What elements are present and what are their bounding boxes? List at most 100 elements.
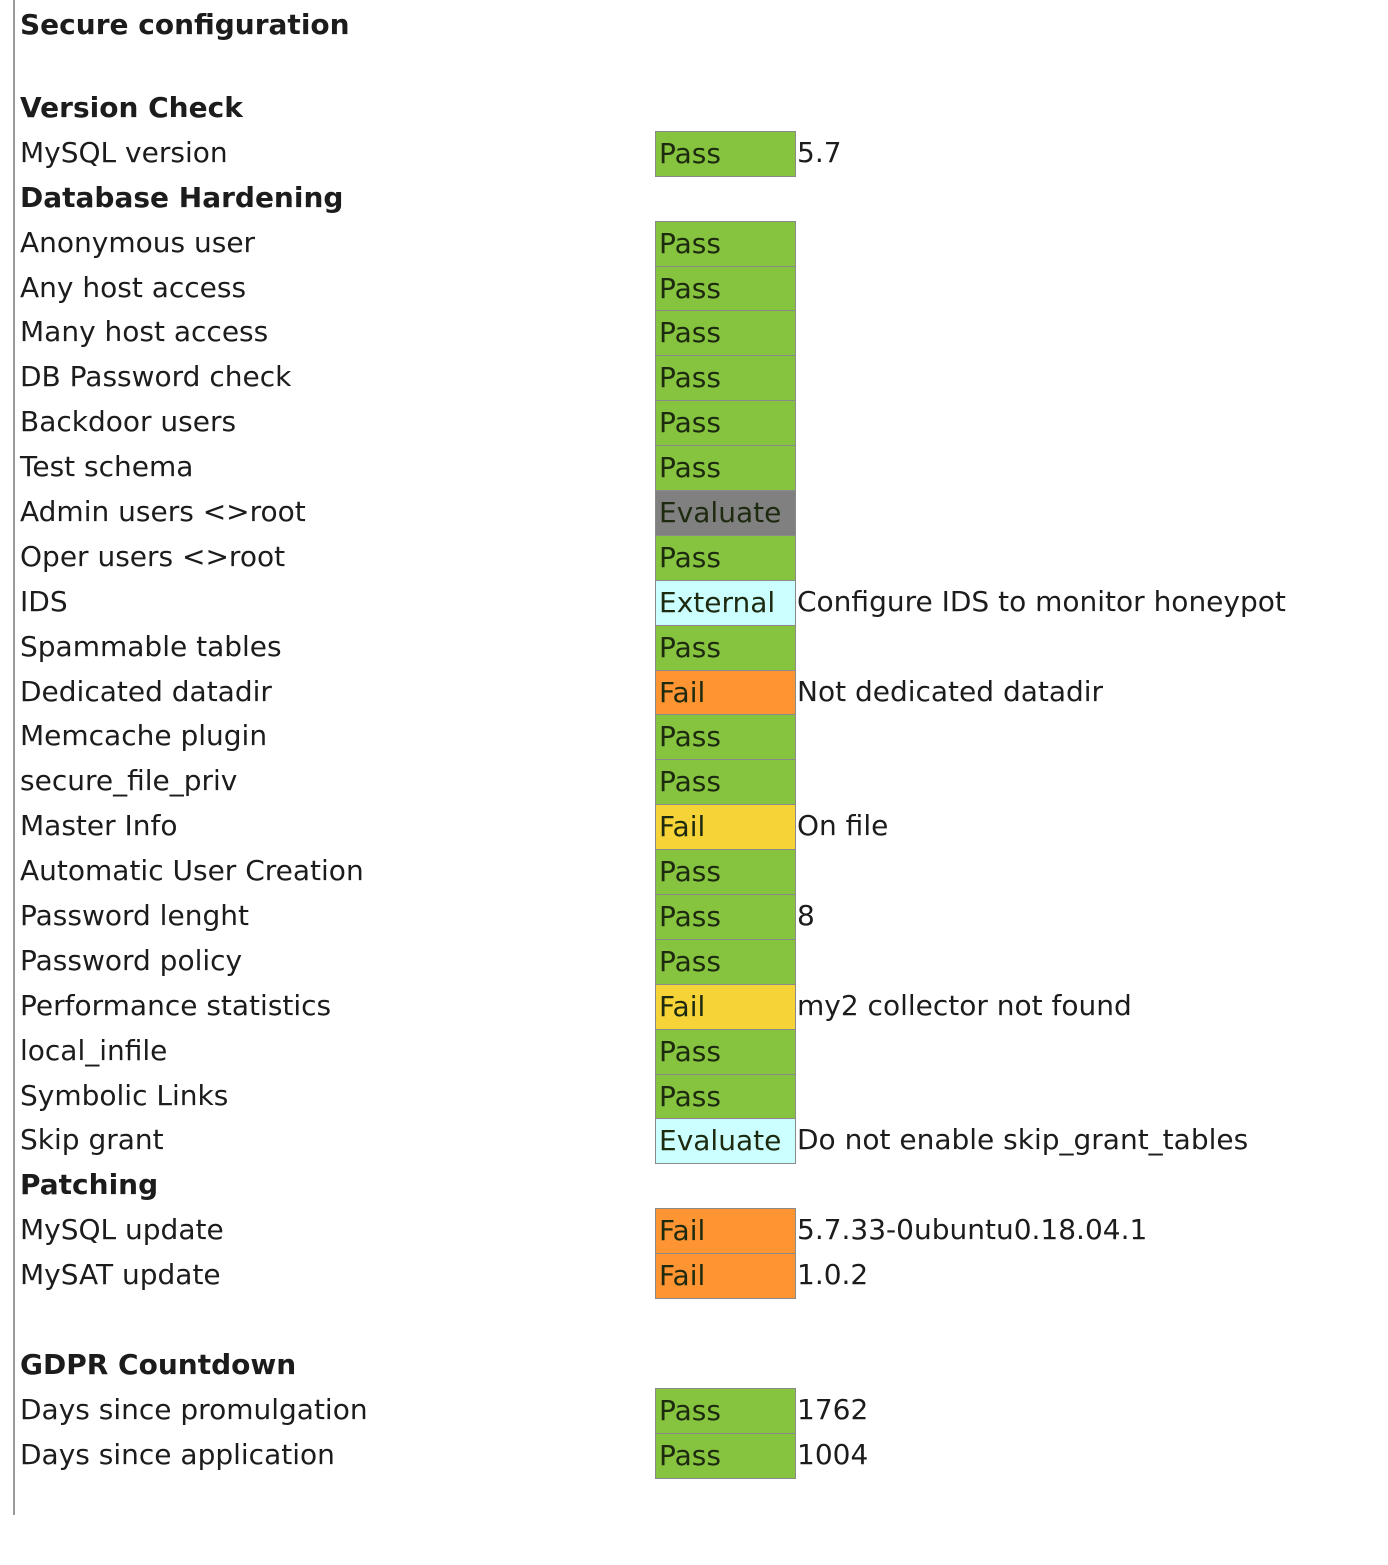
status-badge: Fail bbox=[655, 1253, 796, 1300]
check-label: Password policy bbox=[20, 943, 243, 977]
check-row: MySAT update Fail 1.0.2 bbox=[20, 1253, 1380, 1300]
section-title: Database Hardening bbox=[20, 180, 344, 214]
status-badge: External bbox=[655, 579, 796, 626]
status-badge: Pass bbox=[655, 1073, 796, 1120]
status-badge: Pass bbox=[655, 310, 796, 357]
section-header: GDPR Countdown bbox=[20, 1343, 1380, 1388]
check-label: MySAT update bbox=[20, 1258, 221, 1292]
check-row: Password lenght Pass 8 bbox=[20, 894, 1380, 941]
status-badge: Pass bbox=[655, 714, 796, 761]
check-label: Test schema bbox=[20, 450, 194, 484]
check-row: Days since application Pass 1004 bbox=[20, 1432, 1380, 1479]
check-row: Backdoor users Pass bbox=[20, 400, 1380, 447]
check-label: Spammable tables bbox=[20, 629, 282, 663]
section-header: Database Hardening bbox=[20, 176, 1380, 221]
check-row: IDS External Configure IDS to monitor hone… bbox=[20, 579, 1380, 626]
check-detail: Not dedicated datadir bbox=[797, 674, 1104, 708]
check-row: local_infile Pass bbox=[20, 1028, 1380, 1075]
check-label: MySQL update bbox=[20, 1213, 224, 1247]
check-label: Days since promulgation bbox=[20, 1392, 368, 1426]
check-row: Test schema Pass bbox=[20, 445, 1380, 492]
check-detail: 1762 bbox=[797, 1392, 869, 1426]
check-label: Skip grant bbox=[20, 1123, 164, 1157]
status-badge: Pass bbox=[655, 1432, 796, 1479]
check-label: MySQL version bbox=[20, 135, 228, 169]
check-row: DB Password check Pass bbox=[20, 355, 1380, 402]
status-badge: Pass bbox=[655, 624, 796, 671]
check-detail: 5.7.33-0ubuntu0.18.04.1 bbox=[797, 1213, 1148, 1247]
check-row: secure_file_priv Pass bbox=[20, 759, 1380, 806]
status-badge: Pass bbox=[655, 130, 796, 177]
status-badge: Pass bbox=[655, 355, 796, 402]
status-badge: Evaluate bbox=[655, 1118, 796, 1165]
status-badge: Pass bbox=[655, 445, 796, 492]
check-detail: Do not enable skip_grant_tables bbox=[797, 1123, 1249, 1157]
check-row: Anonymous user Pass bbox=[20, 220, 1380, 267]
check-row: Many host access Pass bbox=[20, 310, 1380, 357]
check-row: Master Info Fail On file bbox=[20, 804, 1380, 851]
check-row: Dedicated datadir Fail Not dedicated datad… bbox=[20, 669, 1380, 716]
status-badge: Pass bbox=[655, 849, 796, 896]
check-detail: 1.0.2 bbox=[797, 1258, 869, 1292]
status-badge: Fail bbox=[655, 983, 796, 1030]
check-label: Admin users <>root bbox=[20, 495, 306, 529]
check-label: Anonymous user bbox=[20, 225, 256, 259]
status-badge: Fail bbox=[655, 804, 796, 851]
check-label: Performance statistics bbox=[20, 988, 332, 1022]
check-row: Days since promulgation Pass 1762 bbox=[20, 1387, 1380, 1434]
check-label: Many host access bbox=[20, 315, 269, 349]
status-badge: Pass bbox=[655, 220, 796, 267]
status-badge: Pass bbox=[655, 1387, 796, 1434]
check-detail: my2 collector not found bbox=[797, 988, 1132, 1022]
check-row: MySQL version Pass 5.7 bbox=[20, 130, 1380, 177]
status-badge: Pass bbox=[655, 1028, 796, 1075]
section-title: Version Check bbox=[20, 91, 243, 124]
section-title: Patching bbox=[20, 1168, 159, 1202]
check-row: Performance statistics Fail my2 collector … bbox=[20, 983, 1380, 1030]
status-badge: Evaluate bbox=[655, 490, 796, 537]
check-row: Symbolic Links Pass bbox=[20, 1073, 1380, 1120]
check-row: Oper users <>root Pass bbox=[20, 534, 1380, 581]
check-list: Version Check MySQL version Pass 5.7 Databas… bbox=[20, 86, 1380, 1479]
check-row: MySQL update Fail 5.7.33-0ubuntu0.18.04.1 bbox=[20, 1208, 1380, 1255]
status-badge: Pass bbox=[655, 894, 796, 941]
check-row: Automatic User Creation Pass bbox=[20, 849, 1380, 896]
spacer bbox=[20, 1298, 1380, 1343]
check-row: Memcache plugin Pass bbox=[20, 714, 1380, 761]
check-detail: 1004 bbox=[797, 1437, 869, 1471]
check-label: DB Password check bbox=[20, 360, 292, 394]
check-label: secure_file_priv bbox=[20, 764, 238, 798]
check-label: Days since application bbox=[20, 1437, 335, 1471]
page-title: Secure configuration bbox=[20, 8, 350, 41]
left-border bbox=[13, 0, 15, 1515]
check-label: Backdoor users bbox=[20, 405, 237, 439]
check-label: Password lenght bbox=[20, 899, 249, 933]
status-badge: Pass bbox=[655, 265, 796, 312]
check-detail: On file bbox=[797, 809, 889, 843]
check-row: Admin users <>root Evaluate bbox=[20, 490, 1380, 537]
section-header: Version Check bbox=[20, 86, 1380, 131]
status-badge: Pass bbox=[655, 400, 796, 447]
check-label: IDS bbox=[20, 584, 68, 618]
status-badge: Fail bbox=[655, 669, 796, 716]
check-label: Master Info bbox=[20, 809, 178, 843]
check-label: Any host access bbox=[20, 270, 247, 304]
status-badge: Fail bbox=[655, 1208, 796, 1255]
status-badge: Pass bbox=[655, 938, 796, 985]
check-detail: 5.7 bbox=[797, 135, 842, 169]
check-detail: 8 bbox=[797, 899, 815, 933]
status-badge: Pass bbox=[655, 534, 796, 581]
check-detail: Configure IDS to monitor honeypot bbox=[797, 584, 1286, 618]
check-label: Memcache plugin bbox=[20, 719, 268, 753]
status-badge: Pass bbox=[655, 759, 796, 806]
section-title: GDPR Countdown bbox=[20, 1347, 297, 1381]
check-label: Automatic User Creation bbox=[20, 854, 364, 888]
check-row: Password policy Pass bbox=[20, 938, 1380, 985]
check-row: Any host access Pass bbox=[20, 265, 1380, 312]
check-label: Oper users <>root bbox=[20, 539, 286, 573]
check-label: local_infile bbox=[20, 1033, 168, 1067]
check-label: Dedicated datadir bbox=[20, 674, 272, 708]
check-label: Symbolic Links bbox=[20, 1078, 229, 1112]
check-row: Spammable tables Pass bbox=[20, 624, 1380, 671]
check-row: Skip grant Evaluate Do not enable skip_gra… bbox=[20, 1118, 1380, 1165]
